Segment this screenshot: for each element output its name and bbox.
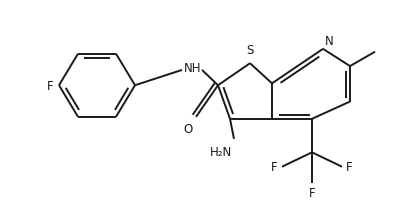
Text: F: F: [271, 160, 278, 173]
Text: S: S: [246, 44, 254, 57]
Text: F: F: [47, 79, 54, 92]
Text: NH: NH: [184, 62, 201, 75]
Text: O: O: [183, 122, 193, 135]
Text: N: N: [325, 35, 334, 48]
Text: H₂N: H₂N: [210, 145, 232, 158]
Text: F: F: [346, 160, 353, 173]
Text: F: F: [309, 186, 315, 199]
